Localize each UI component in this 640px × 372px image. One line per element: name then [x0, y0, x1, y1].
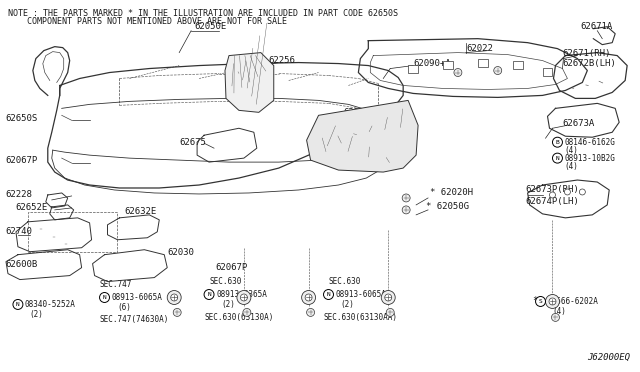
Circle shape [324, 289, 333, 299]
Text: * 62050G: * 62050G [426, 202, 469, 211]
Text: 08146-6162G: 08146-6162G [564, 138, 615, 147]
Circle shape [550, 192, 556, 198]
Bar [443, 61, 453, 68]
Circle shape [307, 308, 315, 317]
Text: (6): (6) [118, 303, 131, 312]
Text: N: N [207, 292, 211, 297]
Text: N: N [556, 155, 559, 161]
Text: 62256: 62256 [269, 56, 296, 65]
Text: 08913-6065A: 08913-6065A [335, 290, 387, 299]
Polygon shape [307, 100, 418, 172]
Text: 62600B: 62600B [5, 260, 37, 269]
Text: 62067P: 62067P [215, 263, 247, 272]
Text: SEC.747(74630A): SEC.747(74630A) [100, 315, 169, 324]
Circle shape [100, 292, 109, 302]
Text: 08913-10B2G: 08913-10B2G [564, 154, 615, 163]
Circle shape [579, 189, 586, 195]
Text: J62000EQ: J62000EQ [588, 353, 630, 362]
Text: 08340-5252A: 08340-5252A [25, 300, 76, 309]
Text: SEC.630(63130A): SEC.630(63130A) [204, 313, 273, 322]
Circle shape [549, 298, 556, 305]
Text: (4): (4) [552, 307, 566, 316]
Text: (2): (2) [221, 300, 235, 309]
Bar [513, 61, 523, 68]
Text: 62022: 62022 [466, 44, 493, 53]
Text: B: B [556, 140, 559, 145]
Text: 62674P(LH): 62674P(LH) [525, 198, 579, 206]
Circle shape [301, 291, 316, 304]
Circle shape [493, 67, 502, 74]
Text: SEC.747: SEC.747 [100, 280, 132, 289]
Text: N: N [102, 295, 106, 300]
Text: 62652E: 62652E [15, 203, 47, 212]
Circle shape [552, 137, 563, 147]
Text: 62257: 62257 [344, 108, 371, 117]
Text: 62650S: 62650S [5, 114, 37, 123]
Text: N: N [16, 302, 20, 307]
Text: * 62020H: * 62020H [430, 189, 473, 198]
Text: 62671A: 62671A [580, 22, 612, 31]
Text: COMPONENT PARTS NOT MENTIONED ABOVE ARE NOT FOR SALE: COMPONENT PARTS NOT MENTIONED ABOVE ARE … [27, 17, 287, 26]
Circle shape [13, 299, 23, 310]
Bar [28, 212, 118, 252]
Circle shape [454, 68, 462, 77]
Circle shape [241, 294, 248, 301]
Circle shape [552, 314, 559, 321]
Circle shape [552, 153, 563, 163]
Text: 08913-6365A: 08913-6365A [216, 290, 267, 299]
Text: (2): (2) [340, 300, 355, 309]
Text: 62673A: 62673A [563, 119, 595, 128]
Text: N: N [326, 292, 330, 297]
Text: 62740: 62740 [5, 227, 32, 236]
Text: 08566-6202A: 08566-6202A [547, 297, 598, 306]
Circle shape [381, 291, 396, 304]
Bar [478, 58, 488, 67]
Text: 62228: 62228 [5, 190, 32, 199]
Circle shape [564, 189, 570, 195]
Text: 62632E: 62632E [124, 207, 157, 217]
Text: 62067P: 62067P [5, 155, 37, 165]
Text: 62675: 62675 [179, 138, 206, 147]
Text: 62050E: 62050E [194, 22, 227, 31]
Circle shape [204, 289, 214, 299]
Text: 62090+A: 62090+A [413, 59, 451, 68]
Text: S: S [539, 299, 543, 304]
Text: SEC.630(63130AA): SEC.630(63130AA) [324, 313, 397, 322]
Text: (4): (4) [564, 161, 579, 171]
Circle shape [243, 308, 251, 317]
Text: 62673P(RH): 62673P(RH) [525, 186, 579, 195]
Bar [408, 65, 418, 73]
Text: 62671(RH): 62671(RH) [563, 49, 611, 58]
Text: (2): (2) [30, 310, 44, 319]
Circle shape [385, 294, 392, 301]
Text: 08913-6065A: 08913-6065A [111, 293, 163, 302]
Circle shape [167, 291, 181, 304]
Circle shape [237, 291, 251, 304]
Text: 62672B(LH): 62672B(LH) [563, 59, 616, 68]
Text: *: * [532, 296, 538, 307]
Circle shape [402, 194, 410, 202]
Polygon shape [225, 52, 274, 112]
Bar [543, 68, 552, 76]
Text: SEC.630: SEC.630 [209, 277, 241, 286]
Circle shape [305, 294, 312, 301]
Text: (4): (4) [564, 146, 579, 155]
Text: NOTE : THE PARTS MARKED * IN THE ILLUSTRATION ARE INCLUDED IN PART CODE 62650S: NOTE : THE PARTS MARKED * IN THE ILLUSTR… [8, 9, 398, 18]
Text: 62030: 62030 [167, 248, 194, 257]
Circle shape [545, 295, 559, 308]
Text: SEC.630: SEC.630 [328, 277, 361, 286]
Circle shape [402, 206, 410, 214]
Circle shape [536, 296, 545, 307]
Circle shape [387, 308, 394, 317]
Circle shape [171, 294, 178, 301]
Circle shape [173, 308, 181, 317]
